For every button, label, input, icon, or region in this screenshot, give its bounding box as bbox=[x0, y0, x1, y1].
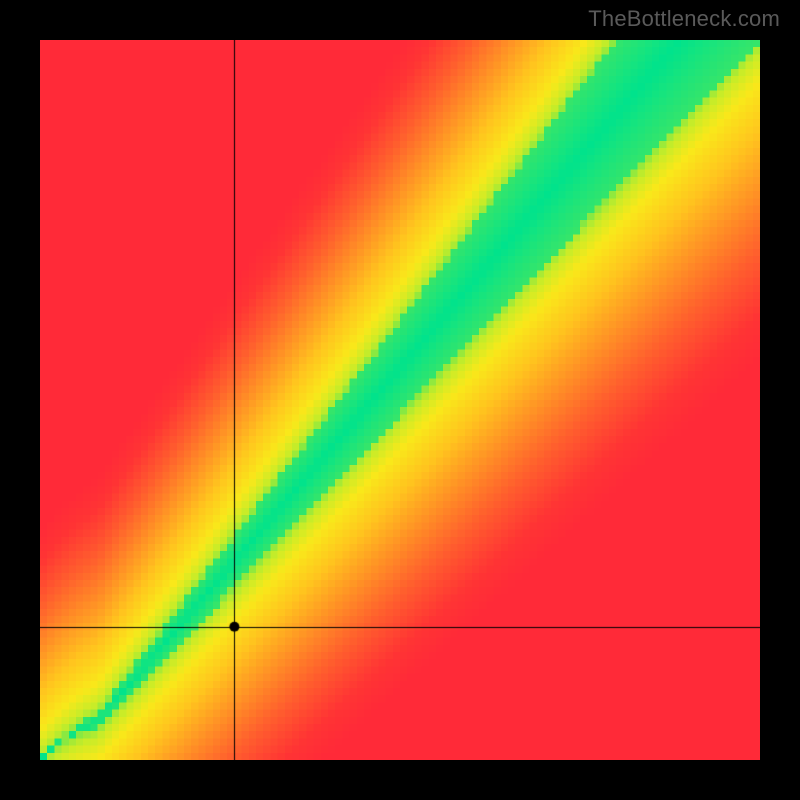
chart-container: TheBottleneck.com bbox=[0, 0, 800, 800]
watermark-text: TheBottleneck.com bbox=[588, 6, 780, 32]
crosshair-overlay bbox=[40, 40, 760, 760]
